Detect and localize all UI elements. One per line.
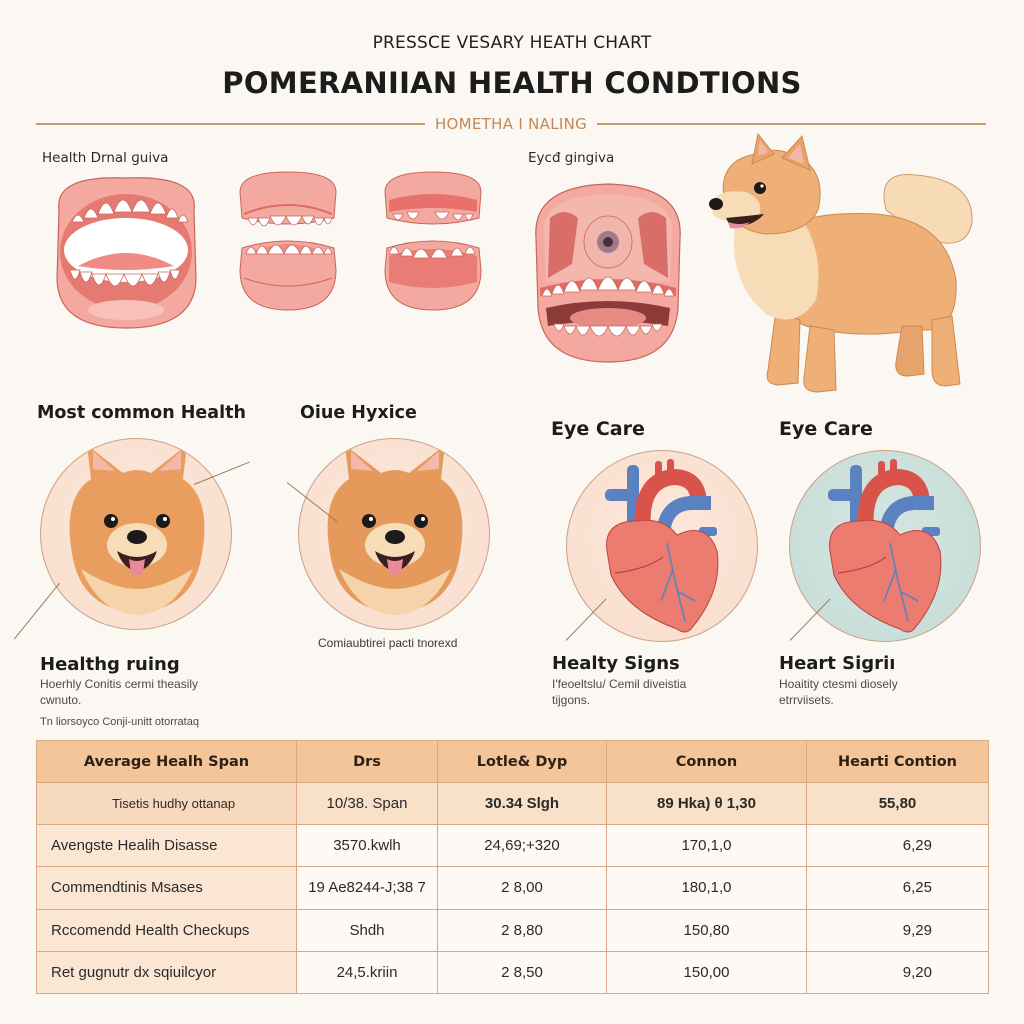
column-header: Connon bbox=[606, 740, 807, 783]
card-1-title: Most common Health bbox=[37, 403, 246, 423]
table-cell: 150,80 bbox=[606, 908, 807, 952]
card-4-title: Eye Care bbox=[779, 418, 873, 440]
page-subtitle: HOMETHA I NALING bbox=[434, 115, 588, 133]
table-cell: 55,80 bbox=[806, 781, 989, 826]
open-mouth-teeth-illustration bbox=[56, 177, 197, 329]
table-cell: 150,00 bbox=[606, 950, 807, 995]
mouth-throat-illustration bbox=[535, 183, 681, 363]
heart-circle-1 bbox=[566, 450, 758, 642]
card-1-heading: Healthg ruing bbox=[40, 654, 180, 675]
card-1-desc-line2: cwnuto. bbox=[40, 693, 82, 707]
anatomical-heart-icon bbox=[605, 459, 719, 633]
table-cell: 180,1,0 bbox=[606, 866, 807, 910]
pointer-line bbox=[13, 582, 61, 640]
gingiva-label: Eycđ gingiva bbox=[528, 150, 615, 166]
table-cell: 6,29 bbox=[806, 824, 989, 868]
anatomical-heart-icon bbox=[828, 459, 942, 633]
table-row: Rccomendd Health Checkups Shdh 2 8,80 15… bbox=[36, 908, 989, 952]
table-header-row: Average Healh Span Drs Lotle& Dyp Connon… bbox=[36, 740, 989, 783]
chart-kicker: PRESSCE VESARY HEATH CHART bbox=[372, 33, 652, 53]
health-table: Average Healh Span Drs Lotle& Dyp Connon… bbox=[36, 740, 989, 995]
table-cell: Ret gugnutr dx sqiuilcyor bbox=[36, 950, 297, 995]
table-cell: 2 8,00 bbox=[437, 866, 607, 910]
subtitle-rule: HOMETHA I NALING bbox=[36, 113, 987, 135]
table-cell: 9,29 bbox=[806, 908, 989, 952]
table-row: Commendtinis Msases 19 Ae8244-J;38 7 2 8… bbox=[36, 866, 989, 910]
table-cell: 24,69;+320 bbox=[437, 824, 607, 868]
table-row: Tisetis hudhy ottanap 10/38. Span 30.34 … bbox=[36, 781, 989, 826]
pomeranian-standing-illustration bbox=[709, 132, 973, 393]
table-cell: 3570.kwlh bbox=[296, 824, 438, 868]
card-3-desc-line2: tijgons. bbox=[552, 693, 591, 707]
column-header: Lotle& Dyp bbox=[437, 740, 607, 783]
table-cell: 9,20 bbox=[806, 950, 989, 995]
card-2-caption: Comiaubtirei pacti tnorexd bbox=[318, 636, 458, 650]
table-cell: 170,1,0 bbox=[606, 824, 807, 868]
table-cell: 6,25 bbox=[806, 866, 989, 910]
jaw-pair-illustration-1 bbox=[239, 171, 337, 311]
pomeranian-face-icon bbox=[327, 445, 463, 615]
card-4-desc-line2: etrrviisets. bbox=[779, 693, 834, 707]
table-cell: Rccomendd Health Checkups bbox=[36, 908, 297, 952]
card-4-desc-line1: Hoaitity ctesmi diosely bbox=[779, 677, 898, 691]
table-cell: 2 8,80 bbox=[437, 908, 607, 952]
table-cell: Commendtinis Msases bbox=[36, 866, 297, 910]
table-cell: 2 8,50 bbox=[437, 950, 607, 995]
table-row: Ret gugnutr dx sqiuilcyor 24,5.kriin 2 8… bbox=[36, 950, 989, 995]
dog-face-circle-2 bbox=[298, 438, 490, 630]
page-title: POMERANIIAN HEALTH CONDTIONS bbox=[222, 66, 802, 100]
divider-left bbox=[36, 123, 425, 125]
card-1-footnote: Tn liorsoyco Conji-unitt otorrataq bbox=[40, 716, 199, 728]
table-cell: Tisetis hudhy ottanap bbox=[36, 781, 297, 826]
column-header: Average Healh Span bbox=[36, 740, 297, 783]
table-cell: 19 Ae8244-J;38 7 bbox=[296, 866, 438, 910]
card-3-desc-line1: I'feoeltslu/ Cemil diveistia bbox=[552, 677, 687, 691]
table-cell: 89 Hka) θ 1,30 bbox=[606, 781, 807, 826]
table-cell: Shdh bbox=[296, 908, 438, 952]
divider-right bbox=[597, 123, 987, 125]
column-header: Hearti Contion bbox=[806, 740, 989, 783]
card-3-heading: Healty Signs bbox=[552, 653, 680, 674]
card-1-desc-line1: Hoerhly Conitis cermi theasily bbox=[40, 677, 199, 691]
card-2-title: Oiue Hyxice bbox=[300, 403, 417, 423]
table-row: Avengste Healih Disasse 3570.kwlh 24,69;… bbox=[36, 824, 989, 868]
table-cell: 24,5.kriin bbox=[296, 950, 438, 995]
card-4-heading: Heart Sigriı bbox=[779, 653, 896, 674]
dog-face-circle-1 bbox=[40, 438, 232, 630]
heart-circle-2 bbox=[789, 450, 981, 642]
card-3-title: Eye Care bbox=[551, 418, 645, 440]
jaw-pair-illustration-2 bbox=[384, 171, 482, 311]
table-cell: 30.34 Slgh bbox=[437, 781, 607, 826]
column-header: Drs bbox=[296, 740, 438, 783]
table-cell: 10/38. Span bbox=[296, 781, 438, 826]
dental-label: Health Drnal ɡuiva bbox=[42, 150, 169, 166]
table-cell: Avengste Healih Disasse bbox=[36, 824, 297, 868]
pomeranian-face-icon bbox=[69, 445, 205, 615]
